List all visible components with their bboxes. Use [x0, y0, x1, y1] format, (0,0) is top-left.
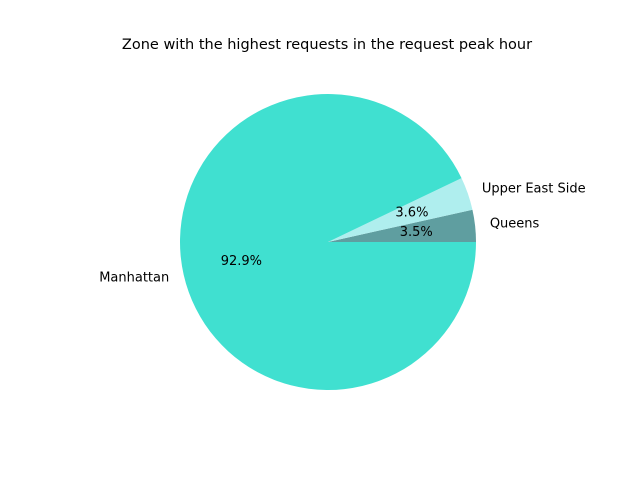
slice-label-manhattan: Manhattan	[99, 271, 169, 286]
pct-label-manhattan: 92.9%	[221, 254, 262, 269]
slice-label-queens: Queens	[490, 217, 540, 232]
chart-title: Zone with the highest requests in the re…	[122, 37, 532, 53]
slice-label-upper-east-side: Upper East Side	[482, 181, 586, 196]
pie-slice-queens	[328, 209, 476, 242]
pie-slices	[180, 94, 477, 390]
pie-slice-upper-east-side	[328, 178, 473, 242]
pie-labels: Queens 3.5% Upper East Side 3.6% Manhattan 92…	[99, 181, 585, 285]
pct-label-upper-east-side: 3.6%	[395, 205, 428, 220]
pct-label-queens: 3.5%	[400, 225, 433, 240]
pie-slice-manhattan	[180, 94, 477, 390]
